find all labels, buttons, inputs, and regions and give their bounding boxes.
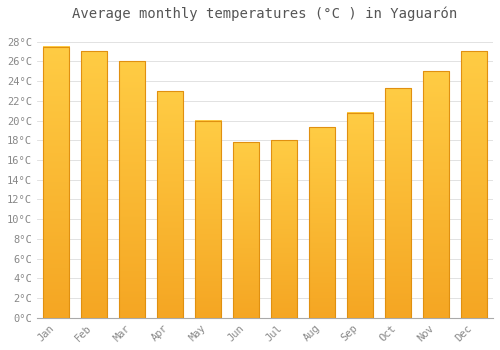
Bar — [346, 113, 374, 318]
Title: Average monthly temperatures (°C ) in Yaguarón: Average monthly temperatures (°C ) in Ya… — [72, 7, 458, 21]
Bar — [270, 140, 297, 318]
Bar — [118, 61, 145, 318]
Bar — [156, 91, 183, 318]
Bar — [308, 127, 336, 318]
Bar — [422, 71, 450, 318]
Bar — [270, 140, 297, 318]
Bar — [460, 51, 487, 318]
Bar — [194, 120, 221, 318]
Bar — [156, 91, 183, 318]
Bar — [118, 61, 145, 318]
Bar — [42, 47, 69, 318]
Bar — [308, 127, 336, 318]
Bar — [80, 51, 107, 318]
Bar — [422, 71, 450, 318]
Bar — [232, 142, 259, 318]
Bar — [42, 47, 69, 318]
Bar — [346, 113, 374, 318]
Bar — [194, 120, 221, 318]
Bar — [80, 51, 107, 318]
Bar — [384, 88, 411, 318]
Bar — [460, 51, 487, 318]
Bar — [232, 142, 259, 318]
Bar — [384, 88, 411, 318]
